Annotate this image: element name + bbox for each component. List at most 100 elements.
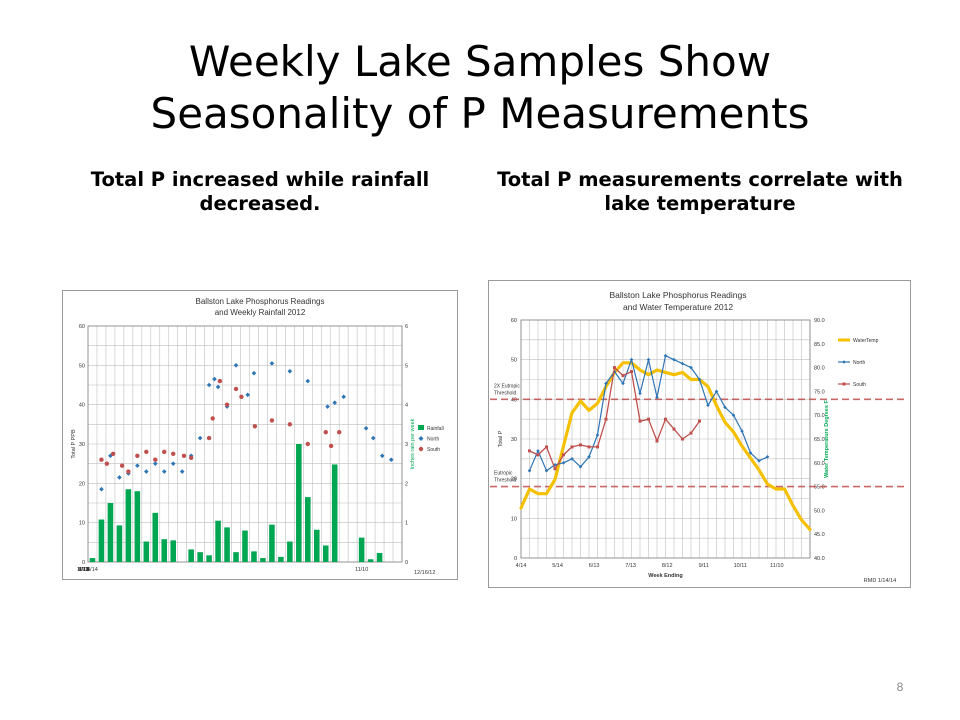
x-tick-label: 11/10 [770, 563, 783, 569]
south-point [536, 453, 540, 457]
y-axis-label: Total P [498, 430, 504, 447]
rainfall-bar [269, 524, 275, 562]
south-point [210, 416, 215, 421]
y-tick-label: 30 [79, 442, 85, 448]
south-point [252, 424, 258, 429]
y2-axis-label: Water Temperature Degrees F [824, 400, 830, 478]
south-point [647, 417, 650, 421]
south-point [638, 419, 642, 423]
south-point [206, 435, 212, 441]
legend-rainfall-label: Rainfall [427, 426, 444, 432]
north-point [325, 404, 330, 409]
x-tick-label: 10/11 [77, 567, 90, 573]
north-point [370, 435, 376, 441]
y2-tick-label: 1 [405, 521, 408, 527]
rainfall-bar [215, 520, 221, 562]
y2-tick-label: 5 [405, 363, 408, 369]
rainfall-bar [161, 539, 168, 562]
page-number: 8 [896, 680, 904, 694]
y2-tick-label: 45.0 [814, 532, 825, 538]
north-point [388, 457, 394, 463]
south-point [655, 439, 659, 443]
x-tick-label: 8/12 [662, 563, 673, 569]
north-point [757, 459, 761, 463]
x-tick-label: 4/14 [87, 567, 98, 573]
north-point [135, 463, 140, 468]
rainfall-bar [89, 558, 96, 562]
x-tick-label: 6/13 [78, 567, 89, 573]
rainfall-bar [170, 540, 177, 562]
y-tick-label: 40 [79, 403, 85, 409]
south-point [217, 378, 223, 384]
threshold-label-line-2: Threshold [494, 478, 516, 484]
north-point [287, 368, 293, 374]
threshold-label-line-2: Threshold [494, 390, 516, 396]
south-point [630, 370, 633, 374]
north-point [161, 469, 167, 474]
south-point [188, 455, 194, 460]
temperature-chart-svg: Ballston Lake Phosphorus Readings and Wat… [488, 280, 911, 588]
south-point [233, 386, 239, 392]
south-point [337, 430, 342, 435]
north-point [108, 453, 113, 459]
rainfall-bar [143, 541, 150, 562]
rainfall-bar [116, 525, 123, 562]
x-tick-label: 7/13 [625, 563, 636, 569]
south-point [162, 449, 167, 455]
y2-tick-label: 6 [405, 324, 408, 330]
x-tick-label: 5/14 [78, 567, 89, 573]
rainfall-bar [322, 545, 329, 562]
rainfall-bar [296, 444, 302, 562]
south-point [224, 402, 230, 407]
x-tick-label: 7/13 [78, 567, 89, 573]
south-point [613, 366, 616, 370]
chart-title-line-1: Ballston Lake Phosphorus Readings [196, 297, 325, 306]
y-tick-label: 50 [511, 358, 517, 364]
chart-footer: RMD 1/14/14 [864, 578, 896, 584]
north-point [179, 469, 185, 474]
north-point [144, 469, 149, 474]
south-point [570, 445, 574, 449]
south-point [305, 441, 310, 447]
rainfall-bar [134, 491, 141, 562]
legend-watertemp-label: WaterTemp [853, 338, 879, 344]
legend-north-label: North [427, 437, 439, 443]
south-point [287, 422, 293, 427]
north-point [748, 451, 753, 455]
south-point [119, 463, 125, 468]
south-point [135, 453, 140, 458]
north-point [197, 435, 203, 441]
rainfall-chart: Ballston Lake Phosphorus Readings and Wee… [62, 290, 458, 580]
y-tick-label: 0 [82, 560, 85, 566]
south-point [181, 453, 187, 458]
y2-tick-label: 65.0 [814, 437, 825, 443]
date-stamp: 12/16/12 [414, 570, 435, 576]
legend-south-label: South [427, 447, 440, 453]
south-point [596, 445, 599, 449]
y-tick-label: 30 [511, 437, 517, 443]
rainfall-bar [278, 556, 284, 562]
y2-tick-label: 75.0 [814, 389, 825, 395]
legend-rainfall-swatch [418, 425, 424, 430]
y2-tick-label: 55.0 [814, 485, 825, 491]
south-point [171, 451, 176, 457]
north-point [206, 382, 212, 388]
chart-title-line-2: and Weekly Rainfall 2012 [215, 308, 306, 317]
y-tick-label: 10 [511, 516, 517, 522]
threshold-label-line-1: 2X Eutropic [494, 383, 520, 389]
x-tick-label: 5/14 [552, 563, 563, 569]
south-point [99, 457, 104, 462]
x-tick-label: 8/12 [78, 567, 89, 573]
y-tick-label: 60 [511, 318, 517, 324]
y-tick-label: 60 [79, 324, 85, 330]
watertemp-line [519, 361, 812, 531]
south-point [621, 374, 625, 378]
y-axis-label: Total P PPB [71, 429, 77, 459]
north-point [379, 453, 385, 459]
chart-title-line-2: and Water Temperature 2012 [623, 302, 733, 312]
rainfall-bar [376, 552, 383, 562]
south-point [664, 417, 667, 421]
south-point [328, 443, 334, 449]
north-point [170, 461, 176, 466]
y-tick-label: 20 [511, 477, 517, 483]
